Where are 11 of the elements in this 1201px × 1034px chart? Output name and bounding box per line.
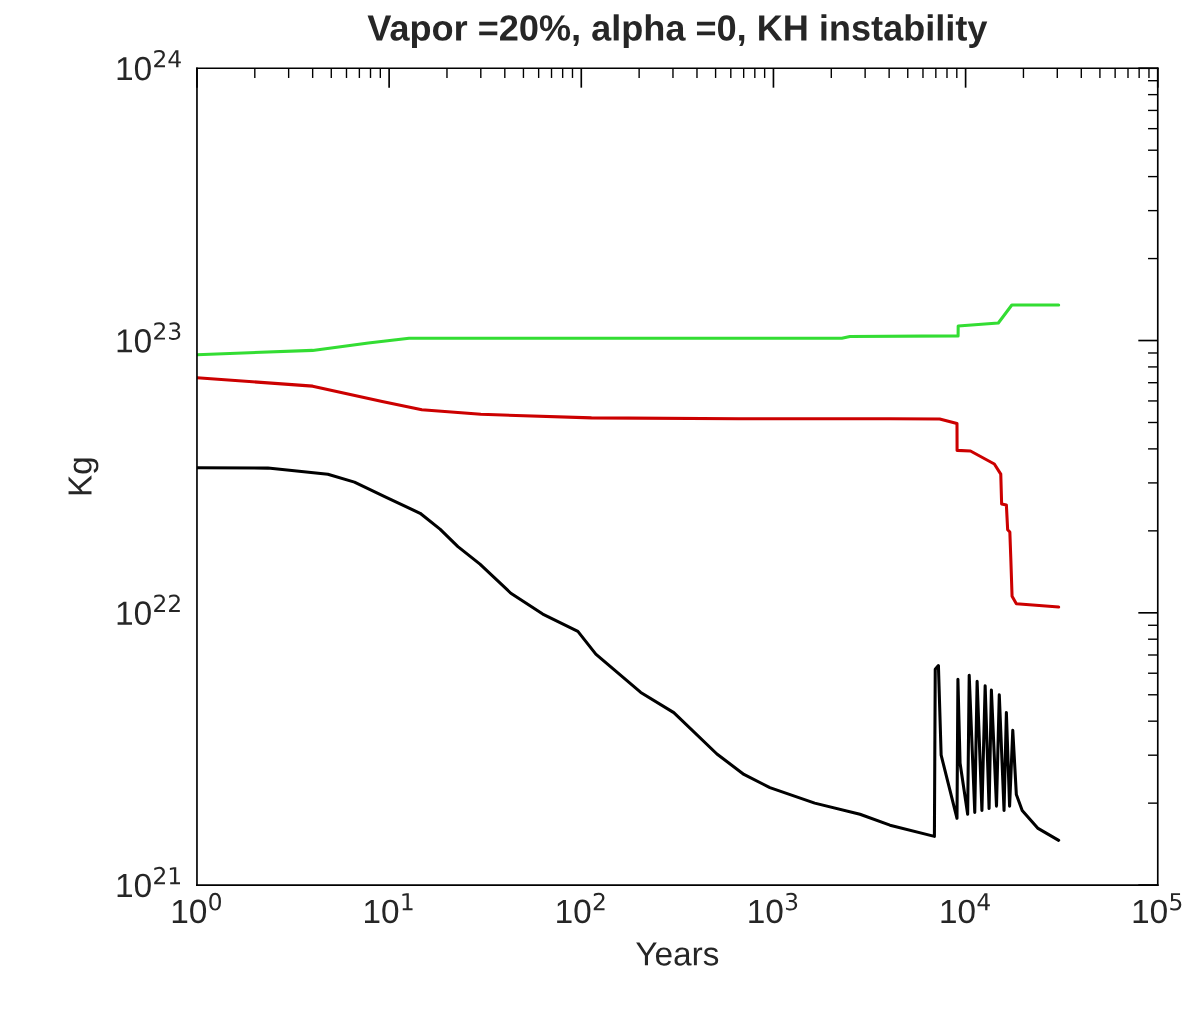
x-tick-label: 10$^{3}$ — [749, 892, 798, 924]
y-axis-title: Kg — [68, 458, 99, 495]
y-tick-label: 10$^{22}$ — [117, 594, 180, 625]
y-tick-label: 10$^{24}$ — [117, 49, 181, 81]
x-tick-label: 10$^{1}$ — [365, 893, 413, 924]
chart-title: Vapor =20%, alpha =0, KH instability — [367, 14, 988, 48]
x-axis-title: Years — [636, 942, 719, 966]
x-tick-label: 10$^{2}$ — [557, 892, 605, 924]
x-tick-label: 10$^{5}$ — [1133, 893, 1182, 924]
x-tick-label: 10$^{4}$ — [941, 893, 990, 924]
y-tick-label: 10$^{23}$ — [117, 322, 181, 353]
